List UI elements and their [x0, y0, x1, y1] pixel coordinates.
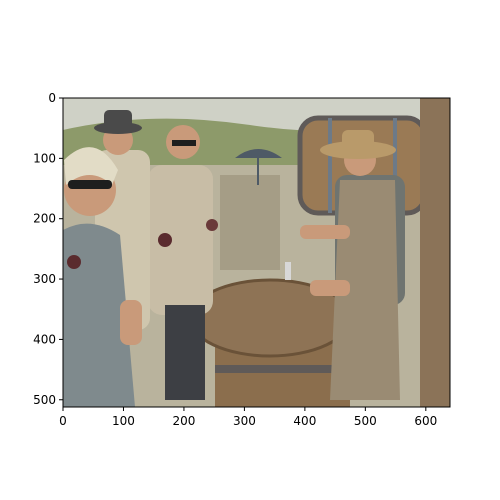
y-tick-label: 0 [48, 91, 56, 105]
axes-frame [62, 97, 451, 408]
photo-image [63, 98, 450, 407]
x-tick-label: 100 [112, 414, 135, 428]
man-center [148, 125, 213, 400]
x-tick-label: 600 [414, 414, 437, 428]
y-tick-label: 200 [33, 212, 56, 226]
server-man [300, 130, 405, 400]
y-tick-label: 500 [33, 393, 56, 407]
x-tick-label: 400 [293, 414, 316, 428]
x-tick-label: 200 [172, 414, 195, 428]
woman-foreground [63, 147, 142, 407]
y-tick-label: 300 [33, 272, 56, 286]
umbrella [235, 149, 282, 158]
y-tick-label: 400 [33, 332, 56, 346]
x-tick-label: 300 [233, 414, 256, 428]
x-tick-label: 0 [59, 414, 67, 428]
x-axis-ticks: 0 100 200 300 400 500 600 [59, 407, 437, 428]
y-tick-label: 100 [33, 151, 56, 165]
x-tick-label: 500 [354, 414, 377, 428]
y-axis-ticks: 0 100 200 300 400 500 [33, 91, 63, 407]
wine-glasses [67, 219, 291, 280]
background-wall [220, 175, 280, 270]
